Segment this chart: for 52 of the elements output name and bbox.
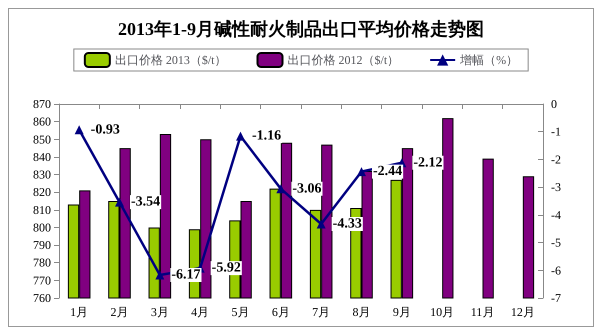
legend-label: 出口价格 2012（$/t） [288, 53, 400, 67]
point [74, 125, 84, 134]
x-tick-label: 2月 [110, 305, 128, 319]
y-tick-label: 830 [33, 168, 51, 182]
x-tick-label: 3月 [150, 305, 169, 319]
y-tick-label: 800 [33, 220, 51, 234]
y2-tick-label: 0 [551, 97, 557, 111]
data-label: -2.12 [413, 155, 443, 170]
point [276, 184, 286, 194]
y2-tick-label: -5 [551, 236, 561, 250]
point [236, 132, 245, 141]
y2-tick-label: -4 [551, 208, 561, 222]
data-label: -5.92 [212, 260, 241, 276]
y-tick-label: 760 [33, 291, 51, 305]
x-tick-label: 9月 [392, 305, 411, 319]
x-tick-label: 10月 [430, 305, 454, 319]
x-tick-label: 8月 [352, 305, 370, 319]
point [357, 167, 366, 176]
x-tick-label: 5月 [232, 305, 250, 319]
x-tick-label: 11月 [470, 305, 494, 319]
y-tick-label: 810 [33, 202, 51, 217]
data-label: -4.33 [332, 216, 362, 232]
y-tick-label: 840 [33, 150, 51, 164]
data-label: -2.44 [373, 164, 402, 180]
data-label: -3.54 [131, 194, 160, 210]
x-tick-label: 12月 [510, 305, 535, 319]
y2-tick-label: -1 [551, 124, 561, 139]
data-label: -0.93 [90, 122, 120, 138]
y-tick-label: 780 [33, 256, 51, 270]
y-tick-label: 860 [33, 114, 51, 129]
data-label: -6.17 [171, 267, 201, 282]
y2-tick-label: -6 [551, 263, 561, 278]
x-tick-label: 1月 [70, 305, 88, 319]
x-tick-label: 7月 [312, 305, 330, 319]
y-tick-label: 770 [33, 273, 51, 288]
y-tick-label: 790 [33, 238, 51, 252]
x-tick-label: 4月 [191, 305, 210, 319]
legend-label: 增幅（%） [459, 53, 518, 67]
y2-tick-label: -7 [551, 291, 561, 305]
data-label: -3.06 [292, 181, 322, 196]
y-tick-label: 850 [33, 132, 51, 146]
point [115, 198, 124, 207]
y-tick-label: 820 [33, 185, 51, 200]
x-tick-label: 6月 [272, 305, 290, 319]
point [316, 220, 326, 229]
point [155, 270, 164, 280]
legend-label: 出口价格 2013（$/t） [114, 53, 227, 67]
y-tick-label: 870 [33, 97, 51, 111]
y2-tick-label: -2 [551, 152, 561, 166]
y2-tick-label: -3 [551, 180, 561, 194]
data-label: -1.16 [252, 128, 282, 144]
chart-title: 2013年1-9月碱性耐火制品出口平均价格走势图 [118, 19, 484, 39]
